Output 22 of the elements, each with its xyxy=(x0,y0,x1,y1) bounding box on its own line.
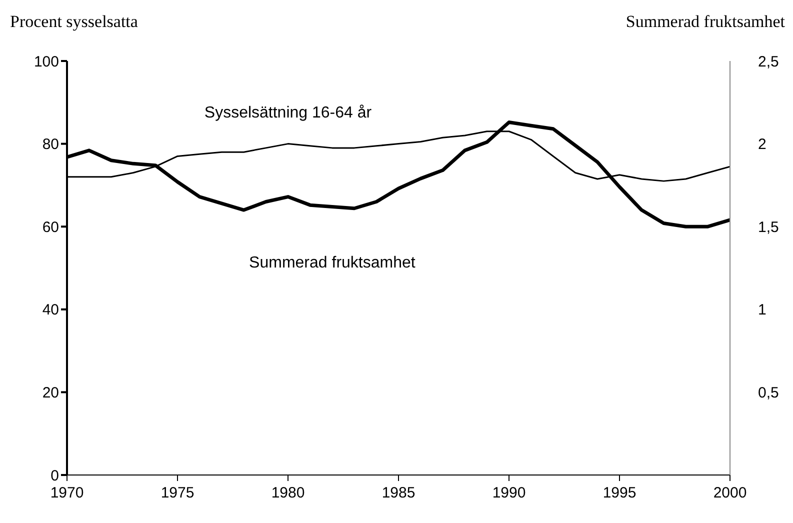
x-tick-label: 1975 xyxy=(160,484,194,502)
y2-tick-label: 0,5 xyxy=(758,384,779,402)
x-tick-label: 1985 xyxy=(382,484,416,502)
x-tick-label: 1980 xyxy=(271,484,305,502)
x-tick-label: 2000 xyxy=(713,484,747,502)
y-tick-label: 20 xyxy=(42,384,59,402)
y2-tick-label: 1 xyxy=(758,302,766,319)
text: Summerad fruktsamhet xyxy=(249,254,416,272)
y2-tick-label: 2,5 xyxy=(758,53,779,70)
y-axis-title: Procent sysselsatta xyxy=(10,12,138,32)
y-tick-label: 0 xyxy=(50,467,59,484)
y-tick-label: 60 xyxy=(42,218,59,236)
y-tick-label: 40 xyxy=(42,302,59,319)
y-tick-label: 80 xyxy=(42,136,59,154)
y2-axis-title: Summerad fruktsamhet xyxy=(626,12,785,32)
series-label: Sysselsättning 16-64 år xyxy=(204,104,372,122)
y2-tick-label: 2 xyxy=(758,136,766,154)
y2-tick-label: 1,5 xyxy=(758,218,779,236)
x-tick-label: 1970 xyxy=(50,484,84,502)
x-tick-label: 1990 xyxy=(492,484,526,502)
y-tick-label: 100 xyxy=(34,53,59,70)
x-tick-label: 1995 xyxy=(602,484,636,502)
